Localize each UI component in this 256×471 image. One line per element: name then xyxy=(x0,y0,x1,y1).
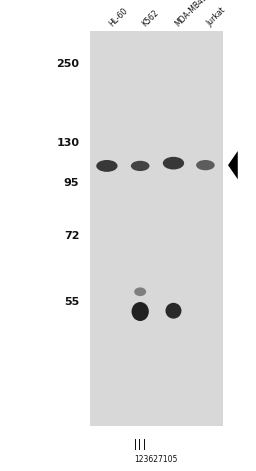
Bar xyxy=(139,439,140,450)
Text: Jurkat: Jurkat xyxy=(205,6,228,28)
Text: 250: 250 xyxy=(56,59,79,69)
Ellipse shape xyxy=(165,303,182,319)
Ellipse shape xyxy=(163,157,184,170)
Text: 123627105: 123627105 xyxy=(134,455,178,463)
Polygon shape xyxy=(228,151,238,179)
Bar xyxy=(90,31,223,426)
Bar xyxy=(134,439,135,450)
Bar xyxy=(135,439,136,450)
Bar xyxy=(144,439,145,450)
Ellipse shape xyxy=(132,302,149,321)
Text: 55: 55 xyxy=(64,297,79,307)
Text: K562: K562 xyxy=(140,8,160,28)
Ellipse shape xyxy=(134,287,146,296)
Text: 95: 95 xyxy=(64,178,79,188)
Ellipse shape xyxy=(196,160,215,171)
Text: 130: 130 xyxy=(56,138,79,148)
Ellipse shape xyxy=(131,161,150,171)
Text: MDA-MB435: MDA-MB435 xyxy=(174,0,213,28)
Ellipse shape xyxy=(96,160,118,172)
Text: 72: 72 xyxy=(64,231,79,241)
Text: HL-60: HL-60 xyxy=(107,6,129,28)
